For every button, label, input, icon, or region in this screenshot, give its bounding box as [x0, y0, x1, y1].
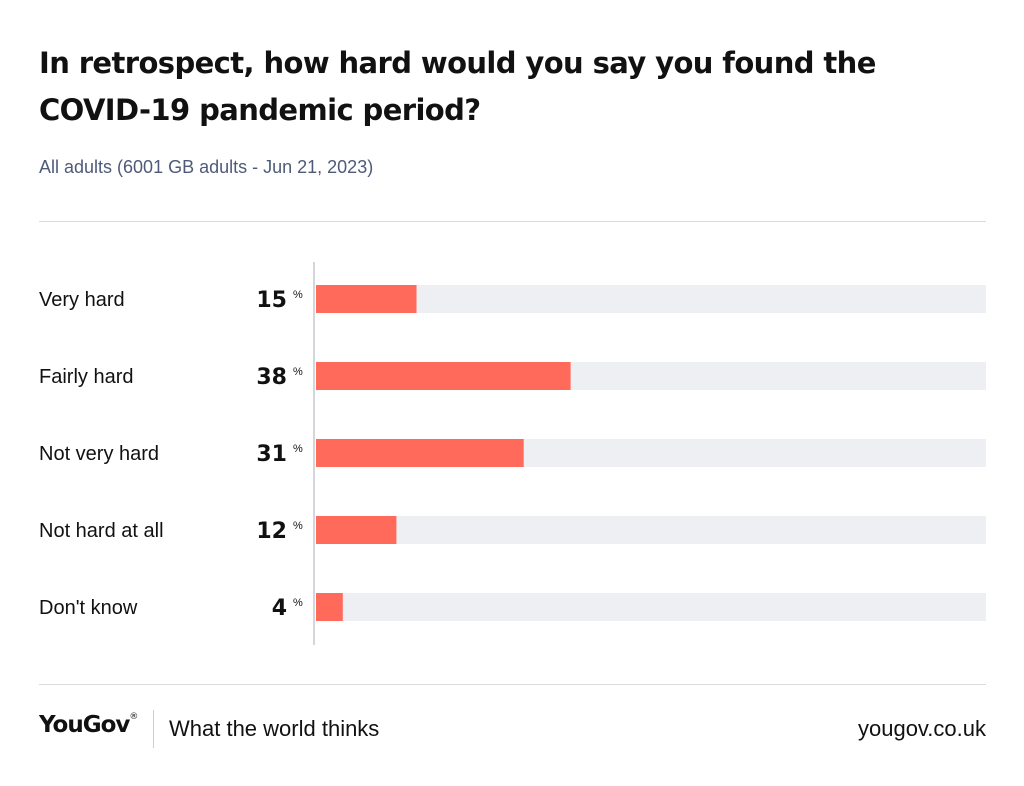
percent-unit-label: % — [293, 443, 303, 455]
footer-tagline: What the world thinks — [169, 716, 380, 741]
bar — [316, 516, 397, 544]
category-label: Fairly hard — [39, 366, 133, 388]
bar — [316, 362, 571, 390]
bar-track — [316, 285, 986, 313]
value-label: 31 — [256, 442, 287, 467]
bar — [316, 285, 417, 313]
value-label: 38 — [256, 365, 287, 390]
bar-track — [316, 593, 986, 621]
bottom-divider — [39, 684, 986, 685]
percent-unit-label: % — [293, 289, 303, 301]
footer-divider — [153, 710, 154, 748]
value-label: 4 — [272, 596, 287, 621]
percent-unit-label: % — [293, 366, 303, 378]
category-label: Don't know — [39, 597, 138, 619]
registered-mark: ® — [129, 712, 138, 723]
bar — [316, 439, 524, 467]
category-label: Very hard — [39, 289, 125, 311]
bar — [316, 593, 343, 621]
top-divider — [39, 221, 986, 222]
value-label: 12 — [256, 519, 287, 544]
footer-url[interactable]: yougov.co.uk — [857, 716, 986, 741]
category-label: Not very hard — [39, 443, 159, 465]
logo-text: YouGov — [39, 712, 130, 738]
chart-title: In retrospect, how hard would you say yo… — [39, 46, 876, 127]
percent-unit-label: % — [293, 597, 303, 609]
yougov-logo: YouGov® — [39, 712, 138, 738]
value-label: 15 — [256, 288, 287, 313]
chart-subtitle: All adults (6001 GB adults - Jun 21, 202… — [39, 157, 374, 177]
percent-unit-label: % — [293, 520, 303, 532]
bar-track — [316, 516, 986, 544]
category-label: Not hard at all — [39, 520, 164, 542]
